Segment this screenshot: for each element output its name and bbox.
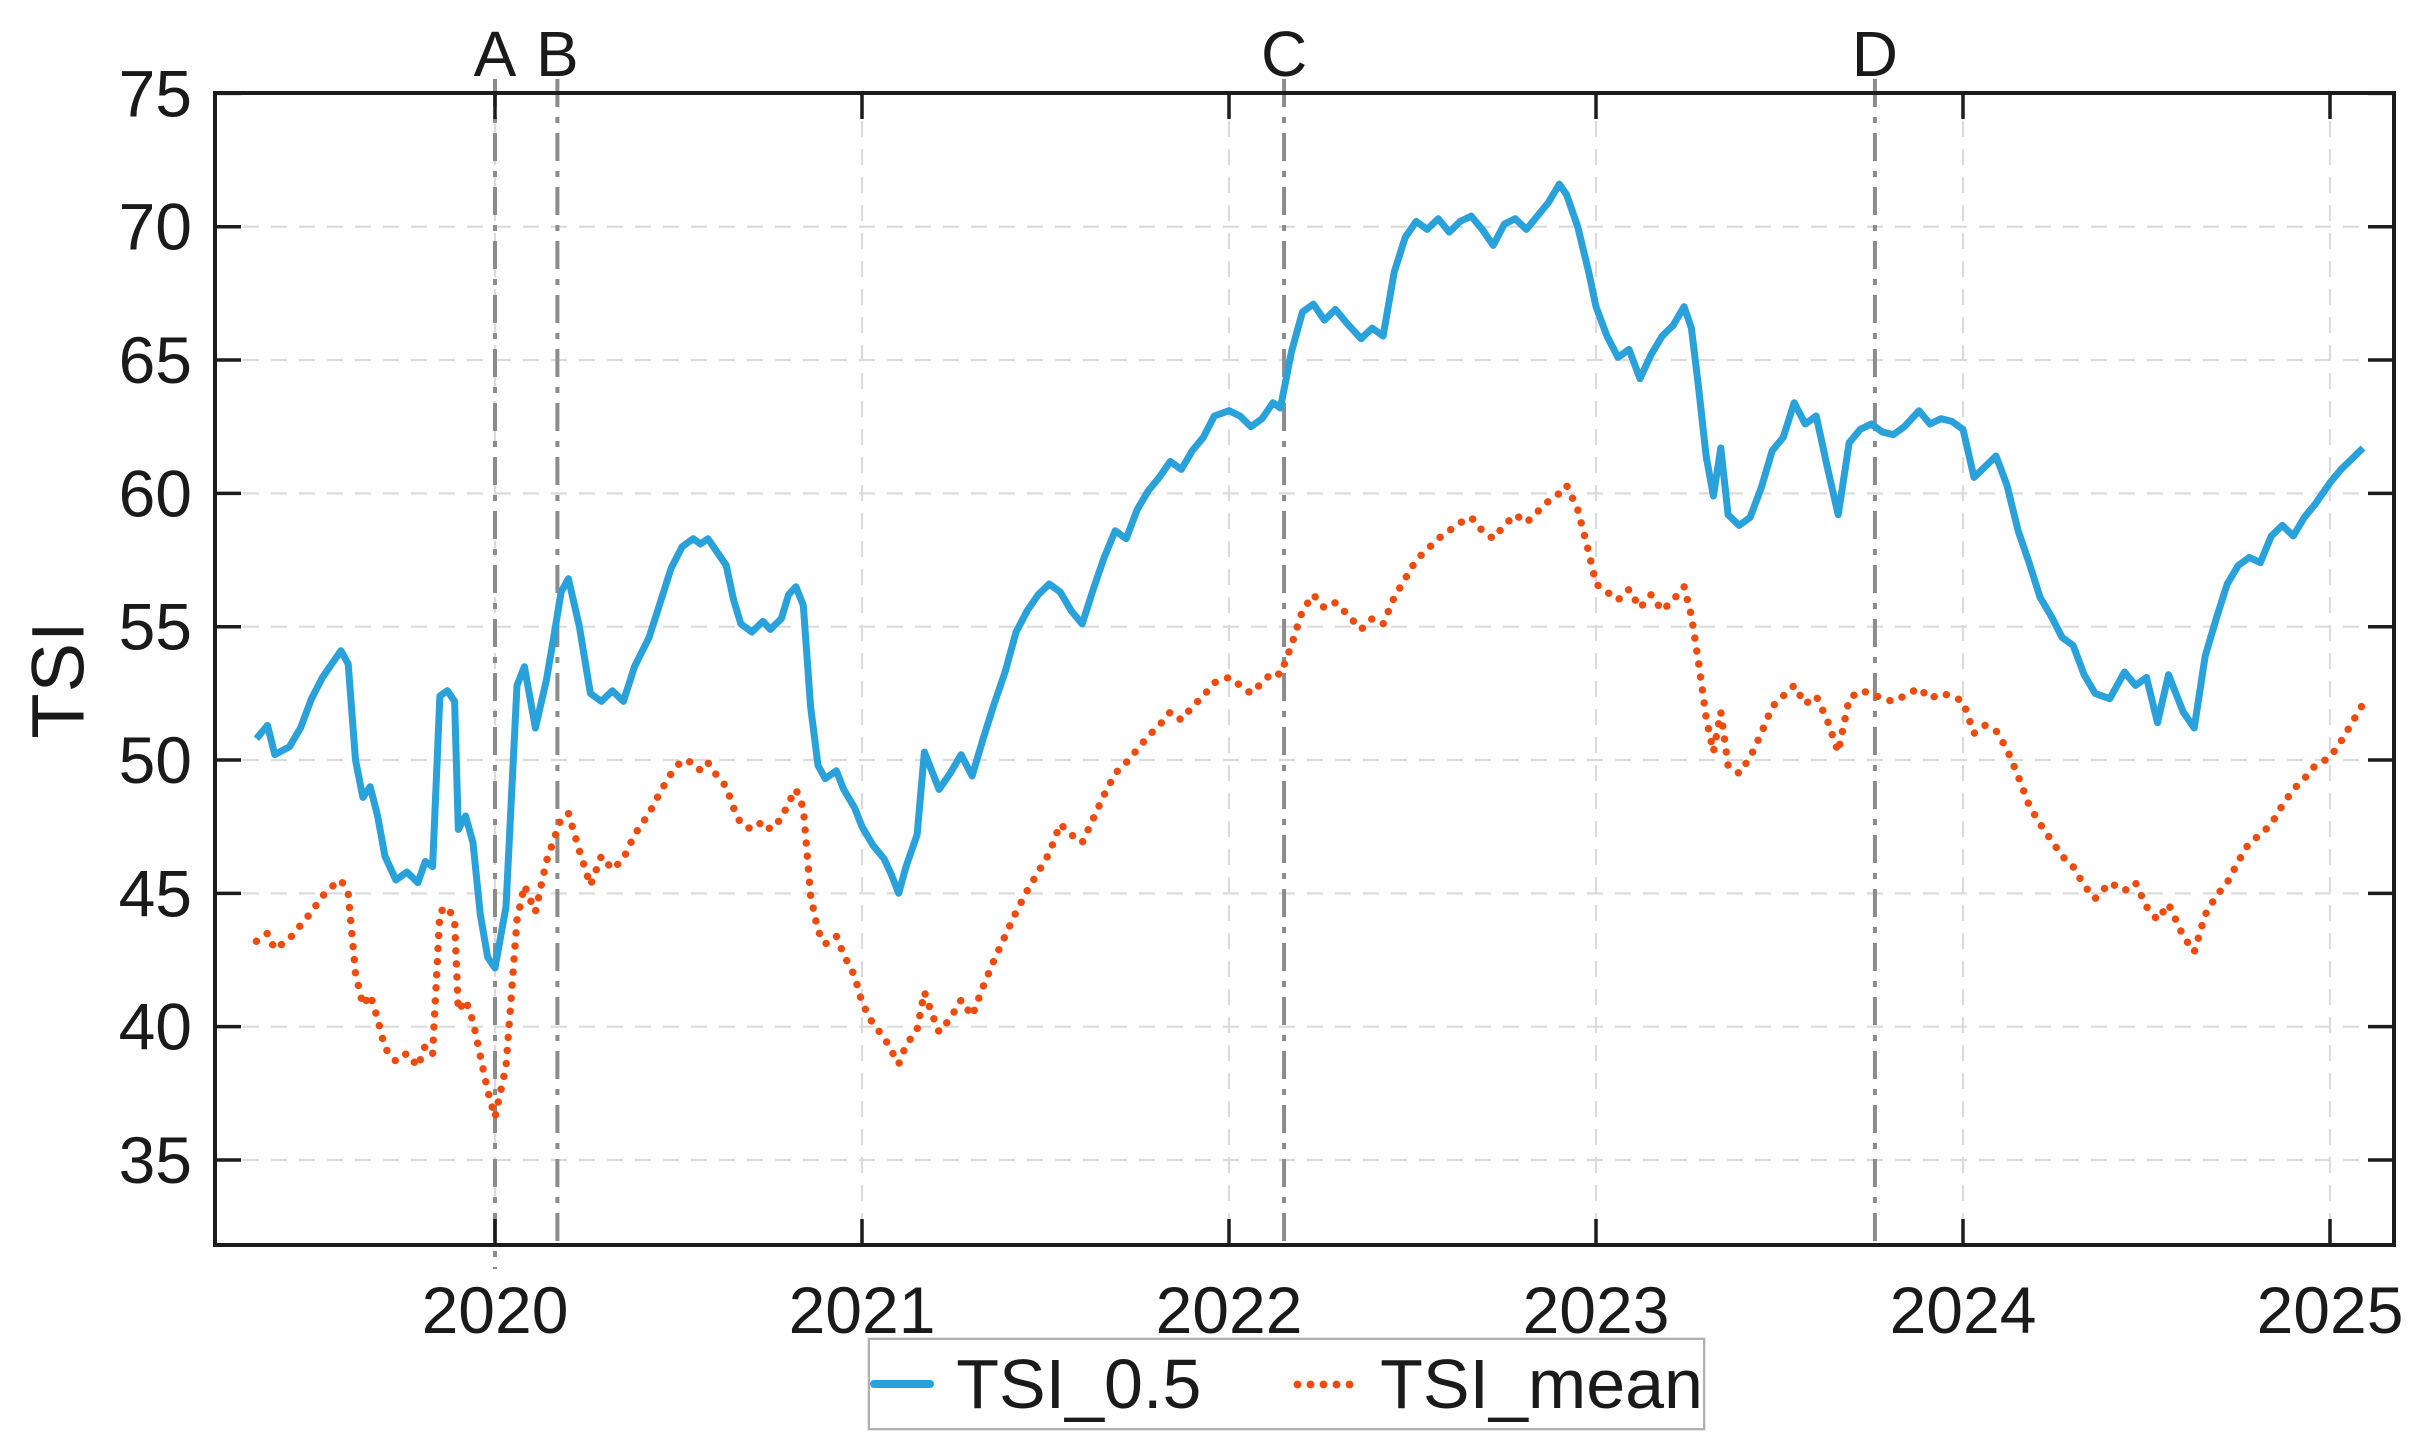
- x-tick-label-2025: 2025: [2257, 1273, 2404, 1347]
- plot-frame: [213, 91, 2396, 1247]
- x-tick-label-2024: 2024: [1890, 1273, 2037, 1347]
- legend: TSI_0.5 TSI_mean: [868, 1338, 1705, 1430]
- x-tick-label-2023: 2023: [1523, 1273, 1670, 1347]
- tsi-mean-line-swatch: [1290, 1379, 1359, 1389]
- legend-label-tsi05: TSI_0.5: [956, 1345, 1202, 1423]
- y-axis-title: TSI: [16, 620, 100, 739]
- y-tick-label-50: 50: [119, 723, 192, 797]
- y-tick-label-40: 40: [119, 990, 192, 1064]
- x-tick-label-2021: 2021: [789, 1273, 936, 1347]
- y-tick-label-70: 70: [119, 190, 192, 264]
- y-tick-label-60: 60: [119, 456, 192, 530]
- legend-spacer: [1223, 1384, 1268, 1385]
- tsi-mean-series-line: [252, 481, 2367, 1122]
- y-tick-label-35: 35: [119, 1123, 192, 1197]
- y-tick-label-75: 75: [119, 56, 192, 130]
- y-tick-label-55: 55: [119, 590, 192, 664]
- event-label-C: C: [1261, 18, 1307, 90]
- tsi05-series-line: [253, 180, 2366, 972]
- y-tick-label-65: 65: [119, 323, 192, 397]
- legend-label-tsi-mean: TSI_mean: [1380, 1345, 1703, 1423]
- event-label-D: D: [1852, 18, 1898, 90]
- event-label-B: B: [536, 18, 579, 90]
- event-label-A: A: [474, 18, 517, 90]
- y-tick-label-45: 45: [119, 856, 192, 930]
- tsi05-line-swatch: [870, 1380, 935, 1388]
- x-tick-label-2022: 2022: [1156, 1273, 1303, 1347]
- x-tick-label-2020: 2020: [422, 1273, 569, 1347]
